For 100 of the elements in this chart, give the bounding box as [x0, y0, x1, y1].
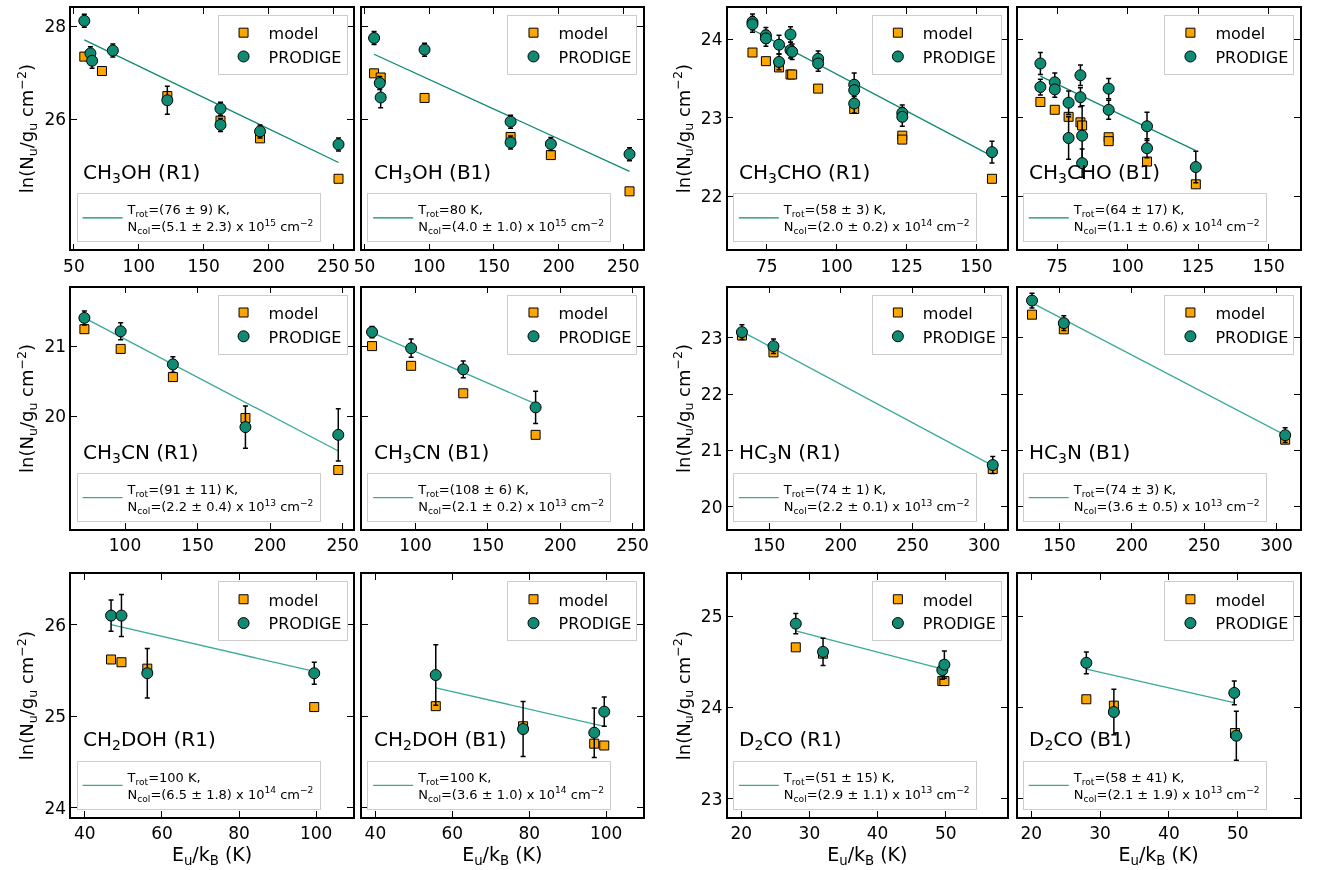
x-tick-label: 250	[607, 255, 640, 276]
annotation: CH$_{2}$DOH (R1)	[83, 727, 216, 754]
legend-label: PRODIGE	[1215, 327, 1289, 347]
x-tick-label: 125	[890, 255, 923, 276]
legend-label: model	[1215, 303, 1266, 323]
x-tick-label: 250	[896, 535, 929, 556]
text: T$_{rot}$=(51 ± 15) K, N$_{col}$=(2.9 ± 1.1) x 10$^{13}$ cm$^{−2}$	[783, 769, 970, 804]
x-tick-label: 150	[181, 535, 214, 556]
annotation: CH$_{3}$CN (B1)	[374, 440, 490, 467]
legend-label: model	[268, 303, 319, 323]
y-tick-label: 26	[44, 614, 67, 635]
legend-label: model	[1215, 23, 1266, 43]
annotation: HC$_{3}$N (R1)	[739, 440, 841, 467]
text: T$_{rot}$=(64 ± 17) K, N$_{col}$=(1.1 ± 0.6) x 10$^{14}$ cm$^{−2}$	[1073, 202, 1260, 237]
y-tick-label: 22	[700, 384, 723, 405]
text: T$_{rot}$=100 K, N$_{col}$=(6.5 ± 1.8) x 10$^{14}$ cm$^{−2}$	[127, 769, 314, 804]
x-tick-label: 40	[1158, 823, 1180, 844]
annotation: HC$_{3}$N (B1)	[1029, 440, 1131, 467]
legend-label: PRODIGE	[558, 47, 632, 67]
x-tick-label: 30	[798, 823, 821, 844]
legend-label: model	[268, 23, 319, 43]
x-tick-label: 40	[74, 823, 96, 844]
x-tick-label: 200	[1115, 535, 1149, 556]
x-tick-label: 150	[471, 535, 505, 556]
x-tick-label: 60	[151, 823, 173, 844]
legend-label: PRODIGE	[558, 327, 632, 347]
x-tick-label: 50	[353, 255, 376, 276]
x-tick-label: 100	[1111, 255, 1144, 276]
y-tick-label: 25	[700, 606, 723, 627]
x-tick-label: 30	[1089, 823, 1111, 844]
y-tick-label: 26	[44, 109, 67, 130]
y-tick-label: 24	[700, 29, 723, 50]
x-tick-label: 150	[1043, 535, 1076, 556]
text: T$_{rot}$=(108 ± 6) K, N$_{col}$=(2.1 ± 0.2) x 10$^{13}$ cm$^{−2}$	[418, 482, 604, 516]
annotation: CH$_{3}$CN (R1)	[83, 440, 199, 467]
x-tick-label: 80	[518, 823, 541, 844]
x-tick-label: 100	[399, 535, 432, 556]
y-tick-label: 28	[44, 16, 67, 37]
text: T$_{rot}$=100 K, N$_{col}$=(3.6 ± 1.0) x 10$^{14}$ cm$^{−2}$	[418, 769, 604, 804]
legend-label: model	[1215, 590, 1266, 610]
text: T$_{rot}$=(74 ± 1) K, N$_{col}$=(2.2 ± 0.1) x 10$^{13}$ cm$^{−2}$	[783, 482, 970, 516]
legend-label: model	[558, 590, 609, 610]
x-tick-label: 200	[252, 255, 285, 276]
legend-label: model	[922, 590, 973, 610]
x-tick-label: 150	[477, 255, 511, 276]
text: T$_{rot}$=(91 ± 11) K, N$_{col}$=(2.2 ± 0.4) x 10$^{13}$ cm$^{−2}$	[127, 482, 314, 516]
x-tick-label: 150	[187, 255, 220, 276]
text: T$_{rot}$=(58 ± 41) K, N$_{col}$=(2.1 ± 1.9) x 10$^{13}$ cm$^{−2}$	[1073, 769, 1260, 804]
legend-label: PRODIGE	[558, 614, 632, 634]
y-tick-label: 21	[44, 336, 67, 357]
x-tick-label: 150	[752, 535, 786, 556]
x-tick-label: 100	[108, 535, 142, 556]
x-tick-label: 150	[960, 255, 993, 276]
x-tick-label: 300	[967, 535, 1001, 556]
x-tick-label: 200	[824, 535, 858, 556]
y-tick-label: 23	[700, 107, 723, 128]
x-tick-label: 200	[542, 255, 575, 276]
x-axis-title: E$_{u}$/k$_{B}$ (K)	[462, 843, 543, 868]
annotation: D$_{2}$CO (B1)	[1029, 727, 1132, 754]
x-tick-label: 250	[616, 535, 649, 556]
x-axis-title: E$_{u}$/k$_{B}$ (K)	[1118, 843, 1199, 868]
y-tick-label: 24	[44, 797, 67, 818]
x-tick-label: 20	[730, 823, 753, 844]
x-tick-label: 50	[1226, 823, 1249, 844]
x-tick-label: 250	[326, 535, 359, 556]
y-tick-label: 20	[44, 406, 67, 427]
legend-label: model	[922, 303, 973, 323]
legend-label: model	[558, 23, 609, 43]
y-tick-label: 20	[700, 496, 723, 517]
legend-label: PRODIGE	[1215, 47, 1289, 67]
legend-label: PRODIGE	[268, 614, 342, 634]
legend-label: PRODIGE	[1215, 614, 1289, 634]
x-tick-label: 75	[1046, 255, 1068, 276]
legend-label: model	[558, 303, 609, 323]
x-tick-label: 250	[317, 255, 350, 276]
annotation: D$_{2}$CO (R1)	[739, 727, 842, 754]
x-tick-label: 150	[1252, 255, 1285, 276]
x-tick-label: 50	[934, 823, 957, 844]
x-tick-label: 200	[253, 535, 287, 556]
text: T$_{rot}$=(58 ± 3) K, N$_{col}$=(2.0 ± 0.2) x 10$^{14}$ cm$^{−2}$	[783, 202, 970, 237]
x-tick-label: 75	[755, 255, 778, 276]
x-tick-label: 125	[1181, 255, 1215, 276]
x-tick-label: 100	[820, 255, 853, 276]
legend-label: PRODIGE	[922, 47, 996, 67]
x-tick-label: 200	[543, 535, 577, 556]
x-tick-label: 250	[1187, 535, 1221, 556]
x-tick-label: 100	[122, 255, 156, 276]
x-tick-label: 40	[364, 823, 387, 844]
legend-label: PRODIGE	[268, 327, 342, 347]
annotation: CH$_{2}$DOH (B1)	[374, 727, 507, 754]
x-tick-label: 60	[441, 823, 464, 844]
legend-label: PRODIGE	[268, 47, 342, 67]
x-axis-title: E$_{u}$/k$_{B}$ (K)	[827, 843, 908, 868]
x-tick-label: 20	[1020, 823, 1043, 844]
y-tick-label: 21	[700, 440, 723, 461]
x-tick-label: 100	[589, 823, 623, 844]
x-tick-label: 100	[412, 255, 446, 276]
text: T$_{rot}$=80 K, N$_{col}$=(4.0 ± 1.0) x 10$^{15}$ cm$^{−2}$	[418, 202, 604, 237]
x-tick-label: 50	[63, 255, 85, 276]
x-tick-label: 80	[228, 823, 250, 844]
